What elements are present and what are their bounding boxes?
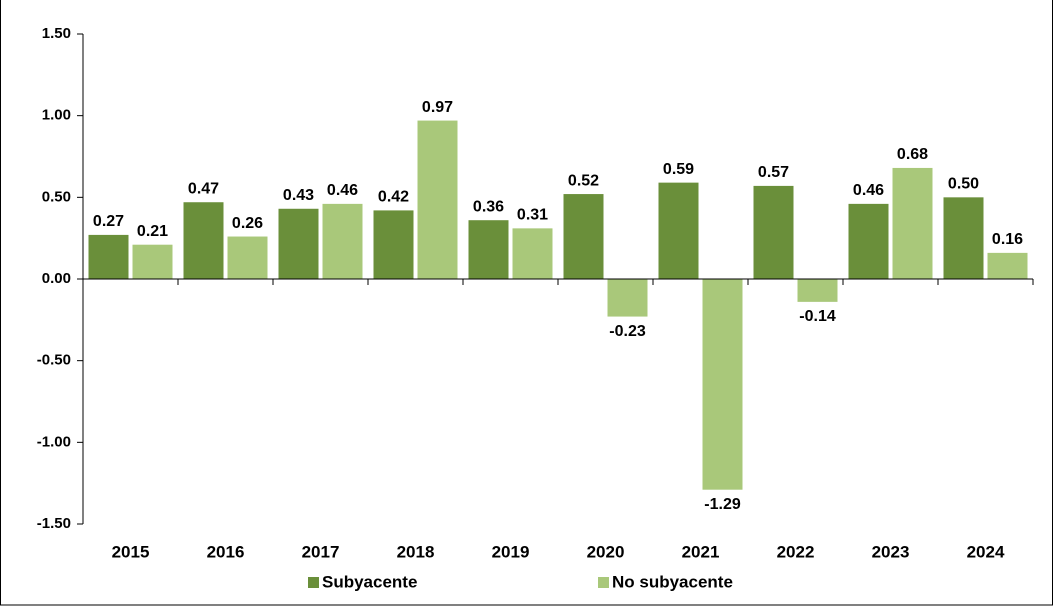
bar — [278, 208, 319, 279]
legend-label: Subyacente — [322, 572, 417, 591]
y-tick-label: -0.50 — [37, 352, 71, 369]
bar — [563, 194, 604, 279]
data-label: 0.97 — [422, 99, 453, 116]
bar — [417, 120, 458, 279]
bar — [753, 185, 794, 279]
legend-swatch — [308, 577, 319, 588]
data-label: -0.23 — [609, 323, 646, 340]
bar — [658, 182, 699, 279]
bar — [88, 234, 129, 279]
bar — [468, 220, 509, 279]
data-label: 0.16 — [992, 231, 1023, 248]
data-label: 0.21 — [137, 223, 168, 240]
y-tick-label: -1.00 — [37, 433, 71, 450]
x-tick-label: 2015 — [112, 542, 150, 561]
x-tick-label: 2017 — [302, 542, 340, 561]
legend-swatch — [598, 577, 609, 588]
data-label: 0.50 — [948, 176, 979, 193]
x-tick-label: 2020 — [587, 542, 625, 561]
y-tick-label: 0.00 — [42, 270, 71, 287]
data-label: 0.42 — [378, 189, 409, 206]
bar — [322, 203, 363, 279]
data-label: 0.46 — [327, 182, 358, 199]
data-label: 0.31 — [517, 207, 548, 224]
bar — [797, 279, 838, 302]
data-label: 0.59 — [663, 161, 694, 178]
x-tick-label: 2024 — [967, 542, 1005, 561]
legend-label: No subyacente — [612, 572, 733, 591]
y-tick-label: 0.50 — [42, 188, 71, 205]
data-label: -1.29 — [704, 496, 741, 513]
data-label: 0.36 — [473, 198, 504, 215]
bar — [373, 210, 414, 279]
data-label: -0.14 — [799, 308, 836, 325]
data-label: 0.57 — [758, 164, 789, 181]
bar — [183, 202, 224, 279]
x-tick-label: 2018 — [397, 542, 435, 561]
x-tick-label: 2016 — [207, 542, 245, 561]
bar — [943, 197, 984, 279]
bar — [512, 228, 553, 279]
y-tick-label: 1.50 — [42, 25, 71, 42]
y-tick-label: -1.50 — [37, 515, 71, 532]
bar — [848, 203, 889, 279]
bar — [892, 167, 933, 279]
bar — [987, 252, 1028, 279]
x-tick-label: 2019 — [492, 542, 530, 561]
x-tick-label: 2022 — [777, 542, 815, 561]
bar — [132, 244, 173, 279]
y-tick-label: 1.00 — [42, 107, 71, 124]
bar — [702, 279, 743, 490]
data-label: 0.68 — [897, 146, 928, 163]
bar — [227, 236, 268, 279]
data-label: 0.43 — [283, 187, 314, 204]
x-tick-label: 2023 — [872, 542, 910, 561]
x-tick-label: 2021 — [682, 542, 720, 561]
data-label: 0.52 — [568, 172, 599, 189]
data-label: 0.26 — [232, 215, 263, 232]
data-label: 0.27 — [93, 213, 124, 230]
data-label: 0.46 — [853, 182, 884, 199]
bar — [607, 279, 648, 317]
data-label: 0.47 — [188, 180, 219, 197]
